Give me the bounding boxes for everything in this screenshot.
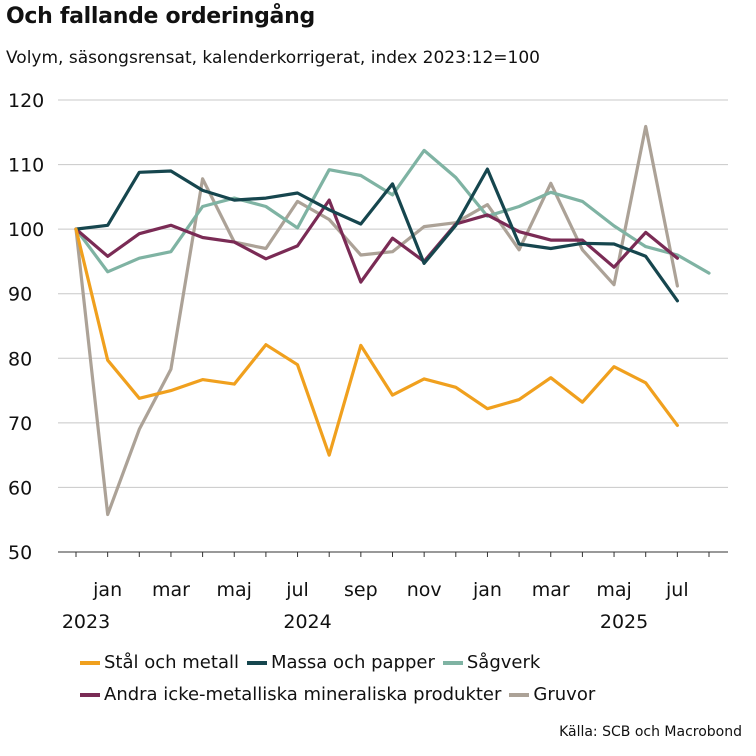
legend-item: Massa och papper xyxy=(246,652,435,673)
legend-label: Andra icke-metalliska mineraliska produk… xyxy=(104,684,502,705)
legend-row-1: Stål och metall Massa och papper Sågverk xyxy=(80,652,548,673)
x-year-label: 2023 xyxy=(62,611,110,633)
y-tick-label: 80 xyxy=(8,348,32,370)
legend-item: Gruvor xyxy=(509,684,595,705)
series-line-massa-och-papper xyxy=(74,167,680,303)
source-note: Källa: SCB och Macrobond xyxy=(559,724,742,740)
x-year-label: 2025 xyxy=(600,611,648,633)
legend-label: Stål och metall xyxy=(104,652,239,673)
y-tick-label: 60 xyxy=(8,477,32,499)
chart-subtitle: Volym, säsongsrensat, kalenderkorrigerat… xyxy=(6,48,540,68)
y-tick-label: 90 xyxy=(8,284,32,306)
x-tick-label: maj xyxy=(217,579,252,601)
x-tick-label: jan xyxy=(472,579,502,601)
x-tick-label: maj xyxy=(596,579,631,601)
legend-item: Sågverk xyxy=(442,652,541,673)
legend-row-2: Andra icke-metalliska mineraliska produk… xyxy=(80,684,603,705)
x-tick-label: jan xyxy=(92,579,122,601)
y-tick-label: 110 xyxy=(8,155,44,177)
x-tick-label: mar xyxy=(532,579,570,601)
legend-label: Gruvor xyxy=(533,684,596,705)
legend-label: Sågverk xyxy=(466,652,541,673)
legend-swatch xyxy=(80,692,100,697)
series-line-s-gverk xyxy=(74,148,711,275)
y-tick-label: 120 xyxy=(8,90,44,112)
y-tick-label: 70 xyxy=(8,413,32,435)
x-tick-label: nov xyxy=(407,579,442,601)
legend-item: Stål och metall xyxy=(80,652,239,673)
series-line-st-l-och-metall xyxy=(74,227,680,457)
legend-swatch xyxy=(246,660,267,665)
y-tick-label: 50 xyxy=(8,542,32,564)
legend-swatch xyxy=(80,660,100,665)
x-tick-label: jul xyxy=(665,579,689,601)
chart-title: Och fallande orderingång xyxy=(6,4,315,29)
series-line-andra-icke-metalliska-mineraliska-produkter xyxy=(74,198,680,284)
x-tick-label: sep xyxy=(344,579,378,601)
x-tick-label: jul xyxy=(285,579,309,601)
x-year-label: 2024 xyxy=(283,611,331,633)
legend-label: Massa och papper xyxy=(270,652,435,673)
legend-swatch xyxy=(509,692,530,697)
y-tick-label: 100 xyxy=(8,219,44,241)
legend-swatch xyxy=(442,660,463,665)
legend-item: Andra icke-metalliska mineraliska produk… xyxy=(80,684,501,705)
x-tick-label: mar xyxy=(152,579,190,601)
